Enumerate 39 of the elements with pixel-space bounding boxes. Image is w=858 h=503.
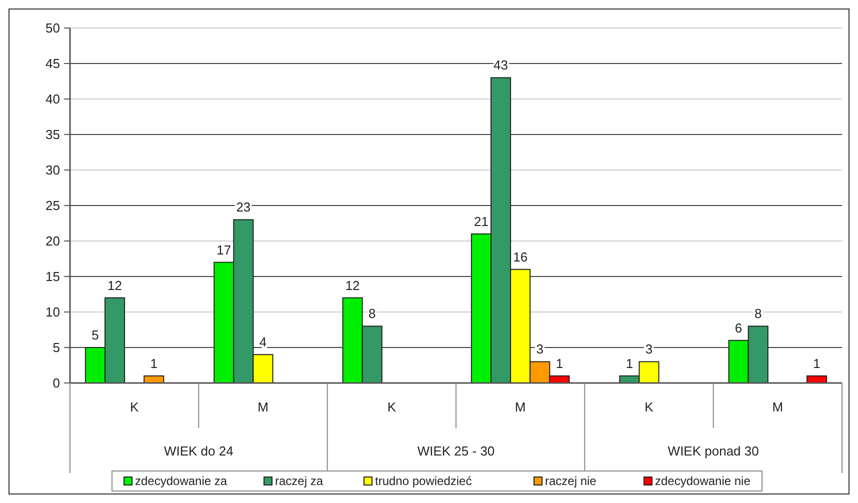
- legend-label: trudno powiedzieć: [375, 474, 472, 488]
- data-label: 1: [150, 356, 158, 371]
- legend-label: raczej nie: [545, 474, 597, 488]
- y-tick-label: 30: [46, 162, 60, 178]
- data-label: 1: [556, 356, 564, 371]
- y-tick-label: 15: [46, 269, 60, 284]
- data-label: 6: [734, 320, 742, 336]
- x-tick-label: M: [258, 400, 268, 415]
- y-tick-label: 40: [46, 92, 60, 107]
- x-tick-label: K: [387, 400, 396, 415]
- x-tick-label: M: [514, 400, 526, 415]
- legend-label: zdecydowanie za: [135, 474, 228, 488]
- y-tick-label: 50: [46, 20, 60, 36]
- x-tick-label: M: [772, 400, 784, 415]
- text: WIEK do 24: [164, 444, 234, 459]
- data-label: 4: [259, 334, 267, 350]
- data-label: 5: [92, 328, 99, 342]
- y-tick-label: 35: [46, 127, 60, 142]
- x-tick-label: K: [130, 400, 139, 415]
- y-tick-label: 45: [46, 56, 60, 72]
- y-tick-label: 20: [46, 234, 60, 249]
- data-label: 21: [474, 214, 488, 229]
- data-label: 17: [216, 242, 232, 258]
- data-label: 8: [754, 306, 762, 322]
- legend-label: raczej za: [275, 474, 324, 488]
- text: WIEK ponad 30: [668, 444, 759, 459]
- data-label: 12: [345, 278, 360, 293]
- y-tick-label: 0: [52, 376, 60, 391]
- y-tick-label: 5: [52, 340, 60, 356]
- data-label: 12: [108, 278, 122, 293]
- data-label: 8: [368, 306, 376, 322]
- legend-label: zdecydowanie nie: [655, 474, 751, 488]
- data-label: 1: [626, 356, 634, 371]
- text: WIEK 25 - 30: [417, 444, 495, 459]
- x-tick-label: K: [644, 400, 654, 415]
- data-label: 1: [813, 356, 820, 371]
- y-tick-label: 25: [46, 198, 60, 214]
- data-label: 16: [513, 249, 528, 264]
- y-tick-label: 10: [46, 304, 60, 320]
